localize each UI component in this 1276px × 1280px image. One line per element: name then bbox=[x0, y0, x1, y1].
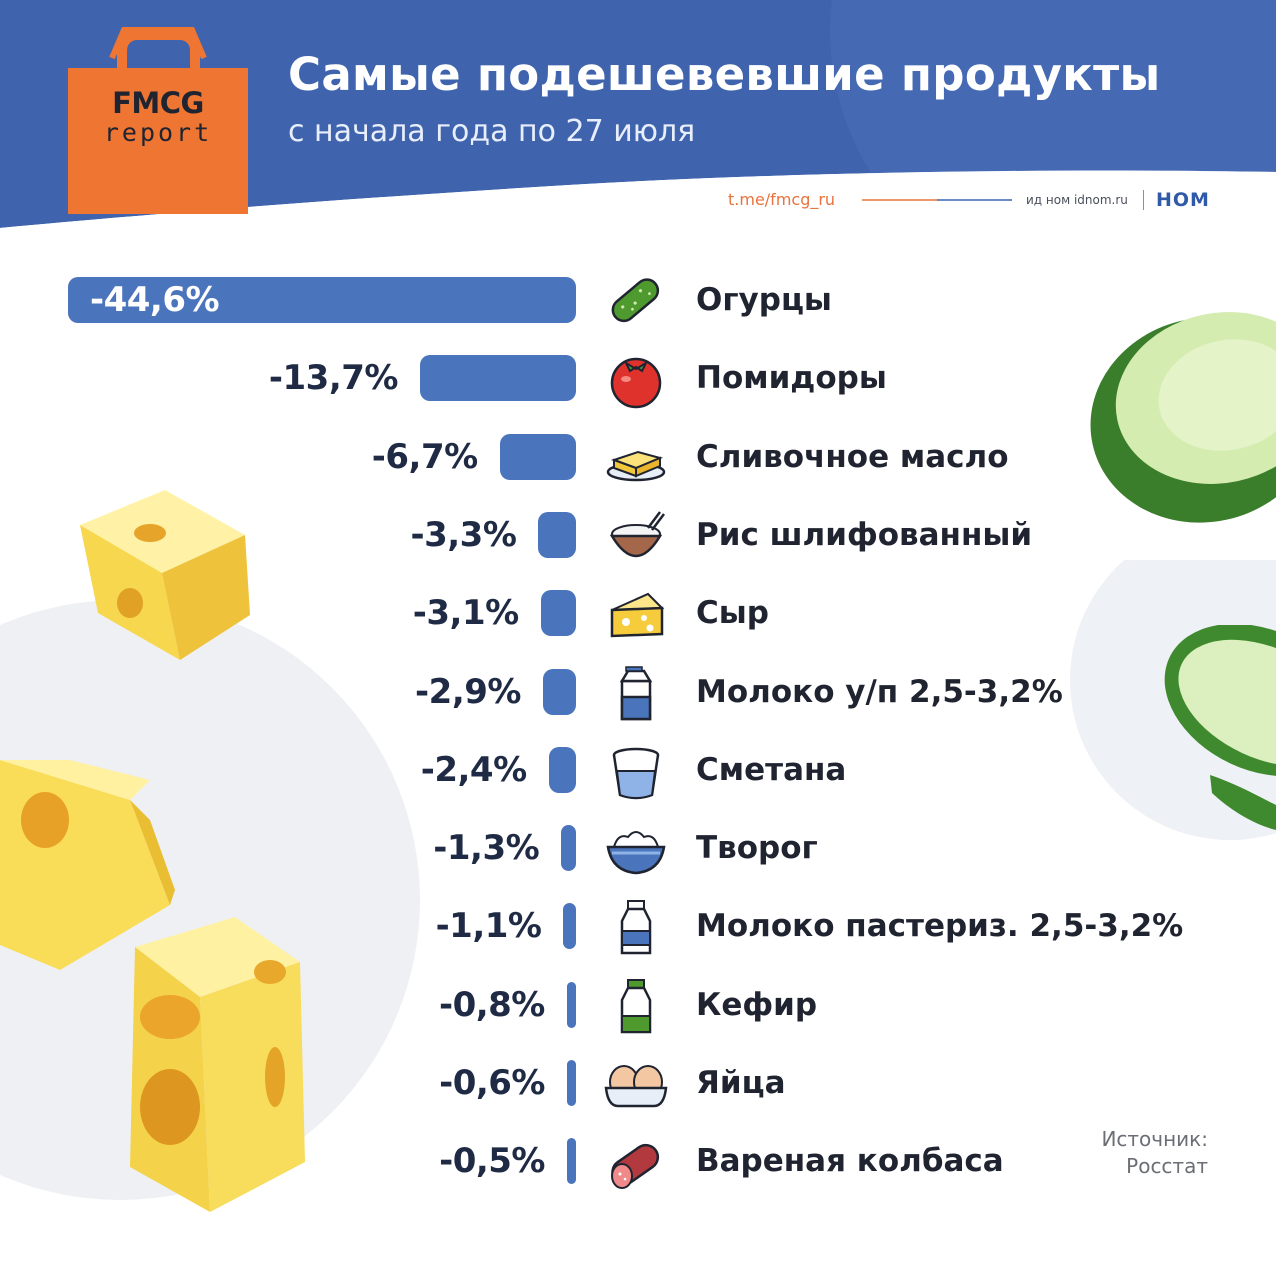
bar-value-label: -2,4% bbox=[420, 749, 527, 790]
bar-value-label: -0,8% bbox=[438, 984, 545, 1025]
nom-logo: НОМ bbox=[1156, 189, 1210, 211]
chart-row: -1,3% Творог bbox=[0, 818, 1276, 878]
chart-subtitle: с начала года по 27 июля bbox=[288, 114, 696, 149]
category-label: Огурцы bbox=[696, 282, 832, 318]
category-label: Кефир bbox=[696, 986, 818, 1023]
brand-separator bbox=[1143, 190, 1144, 210]
category-label: Рис шлифованный bbox=[696, 516, 1033, 553]
bar-value-label: -3,1% bbox=[412, 593, 519, 634]
chart-row: -6,7% Сливочное масло bbox=[0, 427, 1276, 487]
chart-bar bbox=[499, 433, 576, 480]
chart-bar bbox=[540, 590, 576, 637]
eggs-icon bbox=[604, 1065, 668, 1108]
cheese-chunk-decoration bbox=[0, 760, 175, 970]
cheese-cube-decoration bbox=[80, 490, 250, 660]
chart-bar bbox=[563, 903, 576, 950]
cucumber-icon bbox=[611, 278, 660, 323]
chart-bar bbox=[538, 511, 576, 558]
bar-value-label: -44,6% bbox=[90, 280, 220, 320]
kefir-bottle-icon bbox=[620, 978, 652, 1033]
cottage-cheese-bowl-icon bbox=[606, 831, 666, 875]
chart-bar bbox=[567, 1138, 576, 1185]
bar-value-label: -1,3% bbox=[433, 828, 540, 869]
category-label: Сливочное масло bbox=[696, 438, 1009, 475]
cucumber-piece-decoration bbox=[1164, 625, 1276, 830]
cucumber-slice-decoration bbox=[1090, 312, 1276, 523]
cheese-block-decoration bbox=[130, 917, 305, 1212]
bar-value-label: -13,7% bbox=[268, 358, 399, 399]
chart-row: -0,5% Вареная колбаса bbox=[0, 1131, 1276, 1191]
chart-bar bbox=[561, 825, 576, 872]
idnom-link[interactable]: ид ном idnom.ru bbox=[1026, 193, 1128, 207]
header-divider-line bbox=[862, 199, 1012, 201]
chart-row: -2,4% Сметана bbox=[0, 740, 1276, 800]
chart-row: -13,7% Помидоры bbox=[0, 348, 1276, 409]
chart-bar bbox=[566, 981, 576, 1028]
chart-title: Самые подешевевшие продукты bbox=[288, 48, 1161, 101]
bar-value-label: -3,3% bbox=[410, 514, 517, 555]
category-label: Сыр bbox=[696, 595, 769, 632]
sausage-icon bbox=[611, 1144, 660, 1190]
chart-bar bbox=[542, 668, 576, 715]
bar-value-label: -6,7% bbox=[371, 436, 478, 477]
category-label: Вареная колбаса bbox=[696, 1143, 1004, 1180]
bar-value-label: -0,5% bbox=[439, 1141, 545, 1182]
bar-value-label: -2,9% bbox=[415, 671, 521, 712]
logo-report-text: report bbox=[103, 118, 213, 147]
chart-bar bbox=[419, 355, 576, 402]
chart-row: -0,6% Яйца bbox=[0, 1053, 1276, 1113]
source-note: Источник: Росстат bbox=[1101, 1127, 1208, 1178]
rice-bowl-icon bbox=[609, 511, 665, 557]
bar-value-label: -0,6% bbox=[439, 1063, 545, 1103]
chart-row: -0,8% Кефир bbox=[0, 975, 1276, 1035]
category-label: Творог bbox=[696, 830, 818, 867]
header-wave bbox=[0, 170, 1276, 260]
chart-row: -3,3% Рис шлифованный bbox=[0, 505, 1276, 565]
cheese-icon bbox=[610, 592, 665, 638]
logo-fmcg-text: FMCG bbox=[112, 86, 204, 120]
fmcg-logo-bag bbox=[68, 27, 248, 214]
milk-bottle-icon bbox=[620, 900, 652, 955]
category-label: Яйца bbox=[696, 1065, 786, 1101]
chart-row: -3,1% Сыр bbox=[0, 583, 1276, 643]
chart-bar bbox=[567, 1060, 576, 1106]
telegram-link[interactable]: t.me/fmcg_ru bbox=[728, 190, 836, 209]
tomato-icon bbox=[610, 358, 662, 409]
bar-value-label: -1,1% bbox=[435, 906, 542, 947]
chart-bar bbox=[68, 277, 576, 323]
category-label: Молоко пастериз. 2,5-3,2% bbox=[696, 908, 1184, 945]
milk-carton-icon bbox=[619, 665, 653, 720]
chart-row: -1,1% Молоко пастериз. 2,5-3,2% bbox=[0, 896, 1276, 956]
category-label: Сметана bbox=[696, 751, 847, 788]
chart-row: -2,9% Молоко у/п 2,5-3,2% bbox=[0, 662, 1276, 722]
chart-row: -44,6% Огурцы bbox=[0, 270, 1276, 330]
sour-cream-cup-icon bbox=[612, 747, 660, 800]
category-label: Помидоры bbox=[696, 360, 887, 397]
category-label: Молоко у/п 2,5-3,2% bbox=[696, 673, 1063, 710]
chart-bar bbox=[548, 746, 576, 793]
butter-icon bbox=[606, 450, 666, 481]
